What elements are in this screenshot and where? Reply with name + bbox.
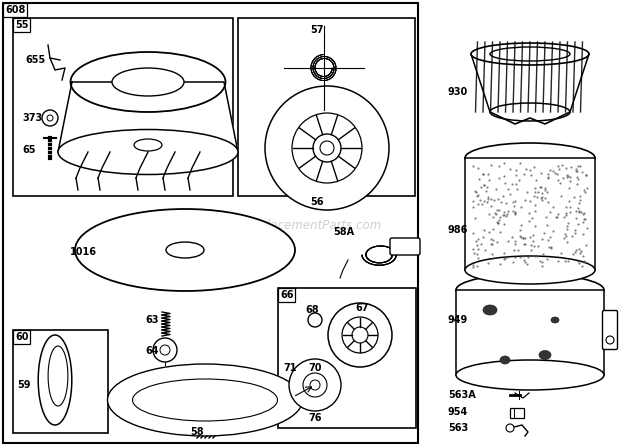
Ellipse shape <box>75 209 295 291</box>
Bar <box>238 18 415 196</box>
Ellipse shape <box>465 256 595 284</box>
Circle shape <box>320 141 334 155</box>
Text: 954: 954 <box>448 407 468 417</box>
Text: 59: 59 <box>17 380 30 390</box>
Ellipse shape <box>107 364 303 436</box>
Bar <box>13 330 108 433</box>
Text: 986: 986 <box>448 225 468 235</box>
Text: 70: 70 <box>308 363 322 373</box>
Bar <box>278 288 416 428</box>
Ellipse shape <box>465 143 595 173</box>
Circle shape <box>265 86 389 210</box>
Circle shape <box>352 327 368 343</box>
Ellipse shape <box>539 351 551 359</box>
Circle shape <box>328 303 392 367</box>
Text: 64: 64 <box>145 346 159 356</box>
Text: 57: 57 <box>310 25 324 35</box>
Ellipse shape <box>471 43 589 65</box>
Ellipse shape <box>483 305 497 315</box>
Ellipse shape <box>112 68 184 96</box>
Bar <box>465 158 595 270</box>
Text: 71: 71 <box>283 363 296 373</box>
Text: eReplacementParts.com: eReplacementParts.com <box>238 219 382 231</box>
Ellipse shape <box>456 360 604 390</box>
FancyBboxPatch shape <box>603 310 618 350</box>
Text: 563A: 563A <box>448 390 476 400</box>
Circle shape <box>292 113 362 183</box>
Bar <box>3 3 418 443</box>
Ellipse shape <box>58 129 238 174</box>
Text: 76: 76 <box>308 413 322 423</box>
Text: 655: 655 <box>25 55 45 65</box>
Text: 60: 60 <box>15 332 29 342</box>
Ellipse shape <box>166 242 204 258</box>
Ellipse shape <box>490 47 570 61</box>
Circle shape <box>47 115 53 121</box>
Text: 608: 608 <box>5 5 25 15</box>
Ellipse shape <box>71 52 226 112</box>
Text: 65: 65 <box>22 145 35 155</box>
Polygon shape <box>48 346 68 406</box>
Circle shape <box>506 424 514 432</box>
Text: 58: 58 <box>190 427 203 437</box>
Circle shape <box>303 373 327 397</box>
Text: 67: 67 <box>355 303 368 313</box>
Ellipse shape <box>456 274 604 306</box>
Circle shape <box>310 380 320 390</box>
Circle shape <box>342 317 378 353</box>
Bar <box>456 290 604 375</box>
Text: 56: 56 <box>310 197 324 207</box>
Circle shape <box>313 134 341 162</box>
Ellipse shape <box>133 379 278 421</box>
Text: 1016: 1016 <box>70 247 97 257</box>
Text: 68: 68 <box>305 305 319 315</box>
Bar <box>510 408 524 418</box>
Text: 58A: 58A <box>333 227 354 237</box>
Circle shape <box>160 345 170 355</box>
Ellipse shape <box>500 356 510 364</box>
Text: 373: 373 <box>22 113 42 123</box>
Circle shape <box>42 110 58 126</box>
Text: 66: 66 <box>280 290 293 300</box>
Ellipse shape <box>134 139 162 151</box>
Polygon shape <box>38 335 72 425</box>
Bar <box>13 18 233 196</box>
Ellipse shape <box>551 317 559 323</box>
Ellipse shape <box>490 103 570 121</box>
Text: 55: 55 <box>15 20 29 30</box>
Text: 63: 63 <box>145 315 159 325</box>
Text: 930: 930 <box>448 87 468 97</box>
Polygon shape <box>58 82 238 152</box>
Text: 949: 949 <box>448 315 468 325</box>
FancyBboxPatch shape <box>390 238 420 255</box>
Circle shape <box>153 338 177 362</box>
Circle shape <box>308 313 322 327</box>
Text: 563: 563 <box>448 423 468 433</box>
Circle shape <box>606 336 614 344</box>
Circle shape <box>289 359 341 411</box>
